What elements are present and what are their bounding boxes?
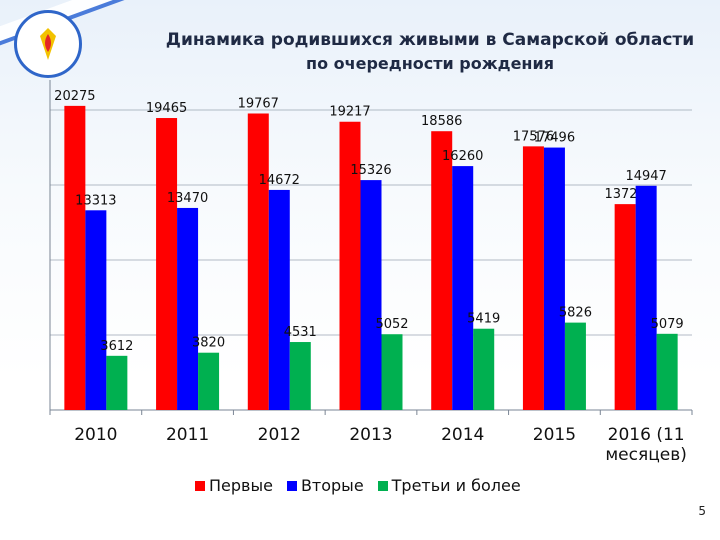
legend-label-first: Первые — [209, 476, 273, 495]
bar-value-label: 3612 — [100, 339, 133, 354]
bar-second — [452, 166, 474, 410]
bar-first — [156, 118, 178, 411]
bar-value-label: 16260 — [442, 149, 483, 164]
x-tick-label: 2015 — [533, 425, 576, 445]
x-tick-label: 2012 — [258, 425, 301, 445]
legend-label-third: Третьи и более — [391, 476, 521, 495]
bar-value-label: 5052 — [375, 317, 408, 332]
bar-second — [268, 189, 290, 410]
legend-item-second: Вторые — [286, 476, 364, 495]
bar-third — [656, 333, 678, 410]
x-tick-label: 2014 — [441, 425, 484, 445]
title-line-1: Динамика родившихся живыми в Самарской о… — [165, 30, 695, 50]
legend-item-third: Третьи и более — [377, 476, 521, 495]
emblem-icon — [14, 10, 82, 78]
bar-first — [247, 113, 269, 411]
bar-value-label: 4531 — [284, 325, 317, 340]
legend-swatch-second — [286, 480, 297, 491]
page-number: 5 — [698, 504, 706, 518]
bar-second — [635, 185, 657, 410]
bar-value-label: 18586 — [421, 114, 462, 129]
x-tick-label: 2016 (11 месяцев) — [605, 425, 687, 465]
bar-second — [543, 147, 565, 410]
bar-value-label: 5826 — [559, 306, 592, 321]
legend-item-first: Первые — [195, 476, 273, 495]
bar-third — [381, 334, 403, 410]
bar-value-label: 19767 — [238, 96, 279, 111]
bar-value-label: 19465 — [146, 101, 187, 116]
x-tick-label: 2013 — [349, 425, 392, 445]
bar-third — [564, 322, 586, 410]
bar-value-label: 13470 — [167, 191, 208, 206]
bar-first — [431, 131, 453, 410]
chart-legend: Первые Вторые Третьи и более — [195, 476, 521, 495]
bar-value-label: 14947 — [625, 169, 666, 184]
x-tick-label: 2011 — [166, 425, 209, 445]
bar-value-label: 20275 — [54, 89, 95, 104]
page-title: Динамика родившихся живыми в Самарской о… — [150, 30, 710, 73]
bar-first — [522, 146, 544, 411]
bar-value-label: 19217 — [329, 105, 370, 120]
bar-second — [177, 207, 199, 410]
bar-value-label: 17576 — [513, 129, 554, 144]
bar-first — [614, 204, 636, 410]
title-line-2: по очередности рождения — [306, 54, 554, 73]
bar-value-label: 17496 — [534, 131, 575, 146]
bar-value-label: 13313 — [75, 193, 116, 208]
bar-first — [64, 105, 86, 410]
bar-value-label: 5079 — [651, 317, 684, 332]
bar-value-label: 3820 — [192, 336, 225, 351]
legend-swatch-third — [377, 480, 388, 491]
bar-value-label: 5419 — [467, 312, 500, 327]
bar-value-label: 14672 — [259, 173, 300, 188]
bar-third — [198, 352, 220, 410]
bar-third — [106, 355, 128, 410]
bar-second — [85, 210, 107, 410]
bar-second — [360, 180, 382, 410]
bar-value-label: 13725 — [604, 187, 645, 202]
bar-value-label: 15326 — [350, 163, 391, 178]
legend-swatch-first — [195, 480, 205, 491]
legend-label-second: Вторые — [300, 476, 364, 495]
bar-third — [289, 342, 311, 410]
x-tick-label: 2010 — [74, 425, 117, 445]
bar-first — [339, 121, 361, 411]
bar-third — [473, 328, 495, 410]
